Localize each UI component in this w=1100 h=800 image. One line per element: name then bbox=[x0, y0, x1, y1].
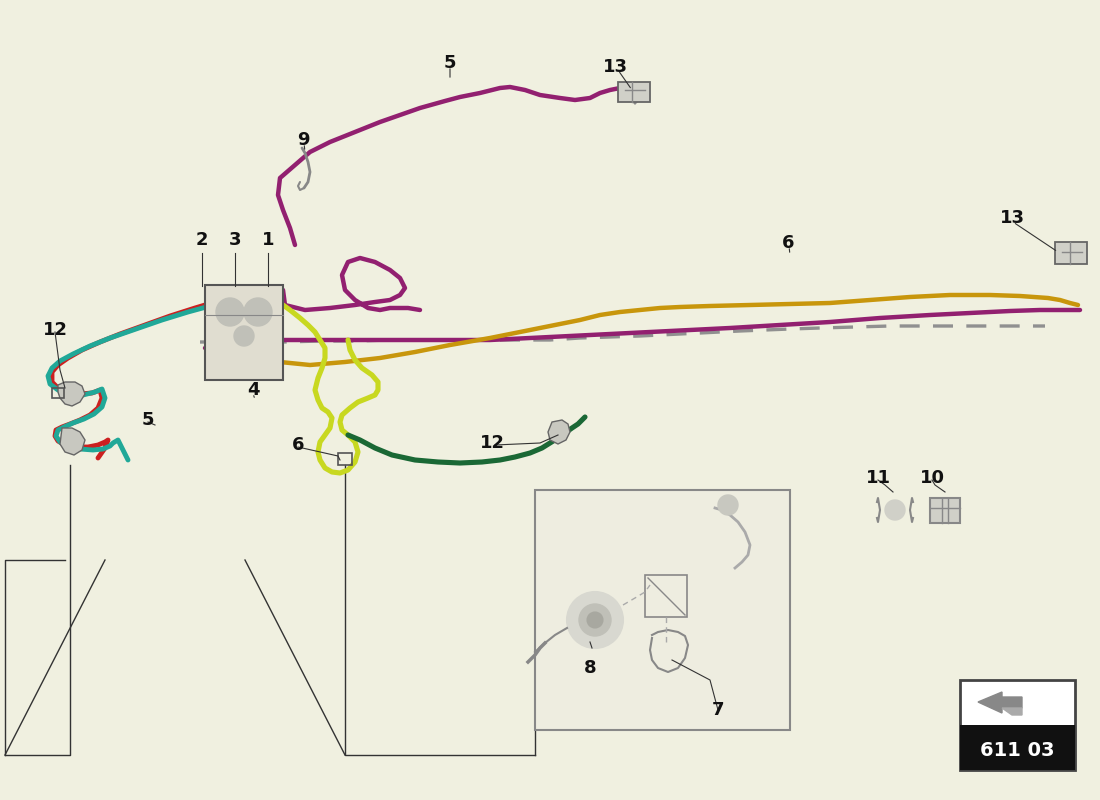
Text: 7: 7 bbox=[712, 701, 724, 719]
Bar bbox=[1055, 242, 1087, 264]
Bar bbox=[960, 680, 1075, 770]
Bar bbox=[645, 575, 688, 617]
Circle shape bbox=[718, 495, 738, 515]
Polygon shape bbox=[978, 692, 1022, 713]
Text: 13: 13 bbox=[603, 58, 627, 76]
Text: 10: 10 bbox=[920, 469, 945, 487]
Text: 611 03: 611 03 bbox=[980, 741, 1055, 760]
Polygon shape bbox=[548, 420, 570, 444]
Text: 3: 3 bbox=[229, 231, 241, 249]
Text: 6: 6 bbox=[782, 234, 794, 252]
Polygon shape bbox=[58, 382, 85, 406]
Text: 9: 9 bbox=[297, 131, 309, 149]
Circle shape bbox=[244, 298, 272, 326]
Text: 12: 12 bbox=[43, 321, 67, 339]
Text: 1: 1 bbox=[262, 231, 274, 249]
Text: 8: 8 bbox=[584, 659, 596, 677]
Circle shape bbox=[234, 326, 254, 346]
Bar bbox=[205, 285, 283, 380]
Text: 4: 4 bbox=[246, 381, 260, 399]
Circle shape bbox=[566, 592, 623, 648]
Text: 6: 6 bbox=[292, 436, 305, 454]
Bar bbox=[930, 498, 960, 523]
Text: 5: 5 bbox=[443, 54, 456, 72]
Bar bbox=[960, 725, 1075, 770]
Bar bbox=[52, 388, 64, 398]
Polygon shape bbox=[1002, 708, 1022, 715]
Circle shape bbox=[886, 500, 905, 520]
Text: 13: 13 bbox=[1000, 209, 1024, 227]
Text: 12: 12 bbox=[480, 434, 505, 452]
Circle shape bbox=[579, 604, 610, 636]
Polygon shape bbox=[60, 428, 85, 455]
Bar bbox=[535, 490, 790, 730]
Text: 2: 2 bbox=[196, 231, 208, 249]
Text: 11: 11 bbox=[866, 469, 891, 487]
Bar bbox=[338, 453, 352, 465]
Circle shape bbox=[216, 298, 244, 326]
Circle shape bbox=[587, 612, 603, 628]
Bar bbox=[618, 82, 650, 102]
Text: 5: 5 bbox=[142, 411, 154, 429]
